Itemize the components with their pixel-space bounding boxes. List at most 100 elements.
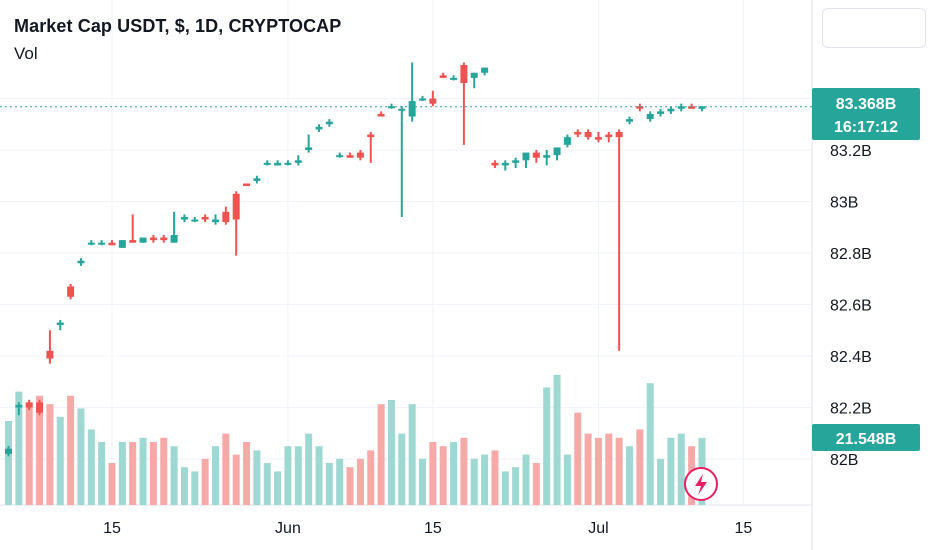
- volume-bar: [294, 446, 302, 505]
- volume-bar: [36, 395, 44, 505]
- top-right-button[interactable]: [822, 8, 926, 48]
- candle-body: [191, 219, 199, 222]
- volume-bar: [170, 446, 178, 505]
- lightning-icon[interactable]: [684, 467, 718, 501]
- candle-body: [636, 106, 644, 109]
- volume-bar: [191, 471, 199, 505]
- volume-bar: [543, 387, 551, 505]
- candle-body: [543, 155, 551, 158]
- y-tick-label: 82.6B: [830, 298, 872, 315]
- candle-body: [574, 131, 582, 135]
- volume-bar: [263, 463, 271, 505]
- candle-body: [77, 260, 85, 264]
- volume-bar: [584, 433, 592, 505]
- chart-grid: [0, 0, 813, 550]
- x-tick-label: 15: [424, 520, 442, 537]
- candle-body: [450, 77, 458, 80]
- candle-body: [67, 286, 75, 297]
- x-axis[interactable]: 15 Jun 15 Jul 15: [103, 520, 752, 537]
- x-tick-label: Jun: [275, 520, 301, 537]
- candle-body: [139, 237, 147, 243]
- candle-body: [677, 106, 685, 109]
- candle-body: [15, 404, 23, 408]
- y-tick-label: 82.4B: [830, 349, 872, 366]
- volume-tag: 21.548B: [812, 424, 920, 451]
- candle-body: [563, 137, 571, 145]
- candle-body: [346, 155, 354, 158]
- candle-body: [56, 322, 64, 326]
- candle-body: [232, 193, 240, 220]
- volume-bar: [274, 471, 282, 505]
- candle-body: [87, 242, 95, 245]
- volume-bar: [232, 454, 240, 505]
- volume-bar: [563, 454, 571, 505]
- candle-body: [129, 240, 137, 243]
- candle-body: [605, 134, 613, 138]
- volume-bar: [305, 433, 313, 505]
- candle-body: [646, 113, 654, 120]
- price-tag-countdown: 16:17:12: [834, 119, 898, 136]
- candle-body: [305, 147, 313, 150]
- volume-bar: [553, 374, 561, 505]
- volume-bar: [605, 433, 613, 505]
- volume-bar: [315, 446, 323, 505]
- volume-bar: [284, 446, 292, 505]
- volume-bar: [408, 404, 416, 505]
- candle-body: [294, 160, 302, 163]
- volume-bar: [325, 463, 333, 505]
- volume-bar: [481, 454, 489, 505]
- y-tick-label: 83B: [830, 195, 858, 212]
- volume-bar: [367, 450, 375, 505]
- candle-body: [429, 98, 437, 104]
- y-tick-label: 82B: [830, 452, 858, 469]
- candle-body: [626, 119, 633, 122]
- volume-bar: [201, 458, 209, 505]
- volume-bar: [501, 471, 509, 505]
- volume-bar: [657, 458, 665, 505]
- candles: [5, 62, 706, 457]
- x-tick-label: 15: [734, 520, 752, 537]
- volume-label: Vol: [14, 44, 38, 63]
- candle-body: [5, 448, 12, 454]
- candle-body: [149, 237, 157, 241]
- candle-body: [274, 162, 282, 166]
- candle-body: [512, 160, 520, 163]
- candle-body: [160, 237, 168, 241]
- volume-bar: [626, 446, 633, 505]
- volume-bar: [56, 416, 64, 505]
- volume-bar: [398, 433, 406, 505]
- candle-body: [336, 155, 344, 158]
- volume-bar: [129, 442, 137, 505]
- candle-body: [118, 240, 126, 248]
- price-tag-value: 83.368B: [836, 96, 897, 113]
- volume-bar: [470, 458, 478, 505]
- candle-body: [491, 162, 499, 166]
- volume-bar: [160, 437, 168, 505]
- candle-body: [522, 152, 530, 161]
- candle-body: [698, 106, 706, 109]
- candle-body: [419, 98, 426, 101]
- volume-bars: [5, 374, 706, 505]
- candle-body: [481, 67, 489, 73]
- volume-bar: [356, 458, 364, 505]
- candle-body: [201, 216, 209, 220]
- candle-body: [594, 137, 602, 140]
- y-tick-label: 82.2B: [830, 401, 872, 418]
- x-tick-label: Jul: [588, 520, 608, 537]
- candle-body: [325, 121, 333, 125]
- volume-bar: [522, 454, 530, 505]
- candle-body: [108, 242, 116, 246]
- candle-body: [532, 152, 540, 158]
- volume-bar: [118, 442, 126, 505]
- volume-bar: [77, 408, 85, 505]
- candle-body: [615, 131, 623, 138]
- volume-bar: [336, 458, 344, 505]
- candle-body: [356, 152, 364, 158]
- volume-bar: [149, 442, 157, 505]
- candle-body: [98, 242, 106, 245]
- candle-body: [667, 108, 675, 112]
- volume-tag-box: [812, 424, 920, 451]
- candle-body: [170, 234, 178, 243]
